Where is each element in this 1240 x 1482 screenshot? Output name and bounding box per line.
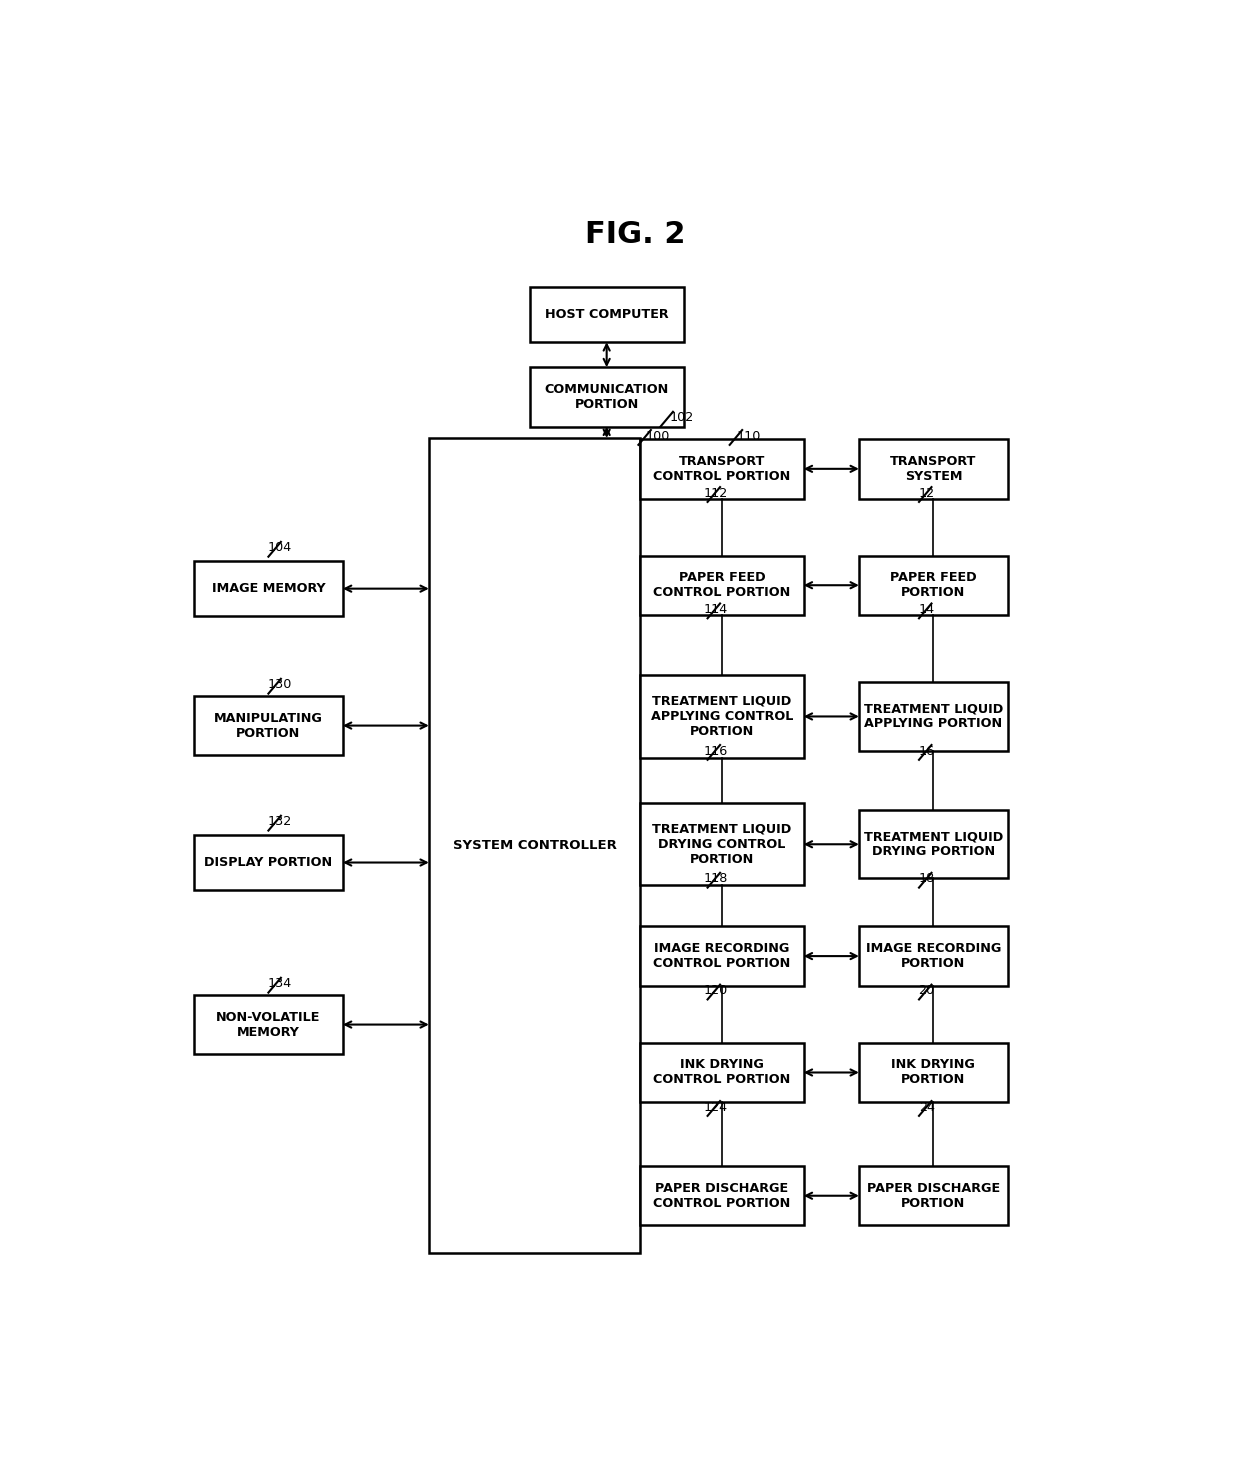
Text: HOST COMPUTER: HOST COMPUTER [544,308,668,322]
Text: MANIPULATING
PORTION: MANIPULATING PORTION [215,711,322,740]
Bar [193,836,343,889]
Text: 110: 110 [737,430,761,443]
Text: COMMUNICATION
PORTION: COMMUNICATION PORTION [544,382,668,411]
Bar [640,676,804,757]
Text: 12: 12 [919,486,935,499]
Text: PAPER FEED
CONTROL PORTION: PAPER FEED CONTROL PORTION [653,571,791,599]
Text: INK DRYING
CONTROL PORTION: INK DRYING CONTROL PORTION [653,1058,791,1086]
Text: 14: 14 [919,603,935,617]
Bar [859,556,1008,615]
Text: SYSTEM CONTROLLER: SYSTEM CONTROLLER [453,839,616,852]
Bar [640,1166,804,1226]
Text: DISPLAY PORTION: DISPLAY PORTION [205,857,332,868]
Text: 100: 100 [645,430,670,443]
Bar [193,697,343,756]
Text: 24: 24 [919,1101,935,1113]
Bar [640,803,804,885]
Text: 116: 116 [703,744,728,757]
Text: TREATMENT LIQUID
DRYING PORTION: TREATMENT LIQUID DRYING PORTION [864,830,1003,858]
Text: 18: 18 [919,873,935,885]
Text: 130: 130 [268,679,293,691]
Bar [640,1043,804,1103]
Text: IMAGE MEMORY: IMAGE MEMORY [212,582,325,596]
Text: TRANSPORT
CONTROL PORTION: TRANSPORT CONTROL PORTION [653,455,791,483]
Text: 124: 124 [703,1101,728,1113]
Text: IMAGE RECORDING
PORTION: IMAGE RECORDING PORTION [866,943,1001,971]
Text: PAPER DISCHARGE
PORTION: PAPER DISCHARGE PORTION [867,1181,999,1209]
Bar [193,994,343,1054]
Text: PAPER FEED
PORTION: PAPER FEED PORTION [890,571,977,599]
Text: 118: 118 [703,873,728,885]
Bar [529,288,683,342]
Bar [859,926,1008,986]
Text: 132: 132 [268,815,293,828]
Text: TREATMENT LIQUID
APPLYING PORTION: TREATMENT LIQUID APPLYING PORTION [864,702,1003,731]
Bar [640,556,804,615]
Text: TRANSPORT
SYSTEM: TRANSPORT SYSTEM [890,455,977,483]
Bar [859,1166,1008,1226]
Bar [640,439,804,498]
Text: TREATMENT LIQUID
APPLYING CONTROL
PORTION: TREATMENT LIQUID APPLYING CONTROL PORTIO… [651,695,794,738]
Text: TREATMENT LIQUID
DRYING CONTROL
PORTION: TREATMENT LIQUID DRYING CONTROL PORTION [652,823,791,865]
Text: 102: 102 [670,412,693,424]
Text: 114: 114 [703,603,728,617]
Text: 134: 134 [268,977,293,990]
Text: INK DRYING
PORTION: INK DRYING PORTION [892,1058,976,1086]
Bar [640,926,804,986]
Bar [429,439,640,1252]
Text: FIG. 2: FIG. 2 [585,221,686,249]
Text: 104: 104 [268,541,293,554]
Text: 112: 112 [703,486,728,499]
Bar [193,562,343,617]
Text: PAPER DISCHARGE
CONTROL PORTION: PAPER DISCHARGE CONTROL PORTION [653,1181,791,1209]
Text: IMAGE RECORDING
CONTROL PORTION: IMAGE RECORDING CONTROL PORTION [653,943,791,971]
Bar [859,811,1008,879]
Text: NON-VOLATILE
MEMORY: NON-VOLATILE MEMORY [216,1011,321,1039]
Text: 120: 120 [703,984,728,997]
Bar [529,368,683,427]
Bar [859,1043,1008,1103]
Text: 16: 16 [919,744,935,757]
Text: 20: 20 [919,984,935,997]
Bar [859,682,1008,751]
Bar [859,439,1008,498]
